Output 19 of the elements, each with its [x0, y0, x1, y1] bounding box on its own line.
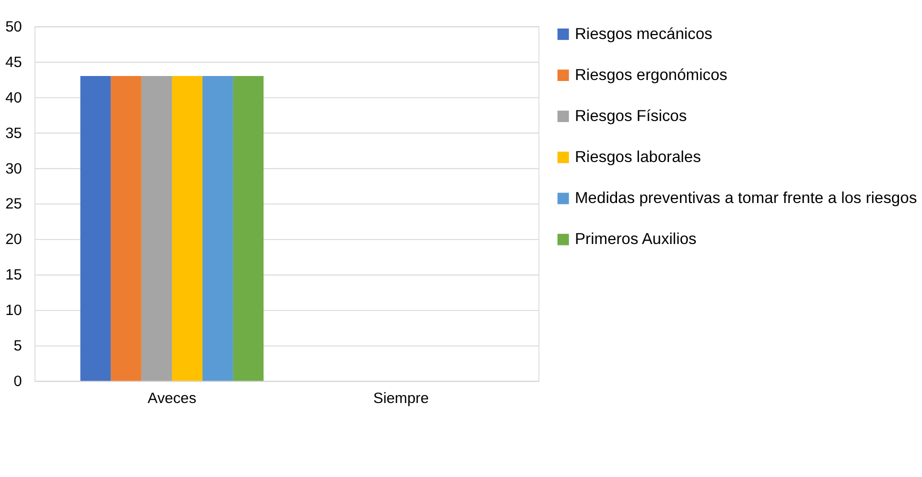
y-tick-label: 35	[5, 124, 22, 142]
x-tick-label: Siempre	[373, 390, 429, 407]
y-tick-label: 0	[14, 373, 22, 390]
y-tick-label: 30	[5, 160, 22, 178]
legend-label: Medidas preventivas a tomar frente a los riesgos	[574, 190, 917, 208]
y-tick-label: 45	[5, 54, 22, 71]
y-tick-label: 15	[5, 266, 22, 284]
y-tick-label: 5	[14, 338, 22, 355]
legend-label: Primeros Auxilios	[574, 231, 697, 248]
y-tick-label: 10	[5, 302, 22, 320]
legend-label: Riesgos laborales	[574, 149, 701, 166]
legend-label: Riesgos Físicos	[574, 108, 687, 126]
legend-label: Riesgos mecánicos	[574, 26, 712, 43]
y-tick-label: 20	[5, 231, 22, 248]
x-tick-label: Aveces	[148, 390, 196, 407]
y-tick-label: 40	[5, 89, 22, 106]
y-tick-label: 50	[5, 18, 22, 36]
y-tick-label: 25	[5, 196, 22, 213]
legend-label: Riesgos ergonómicos	[574, 66, 728, 84]
